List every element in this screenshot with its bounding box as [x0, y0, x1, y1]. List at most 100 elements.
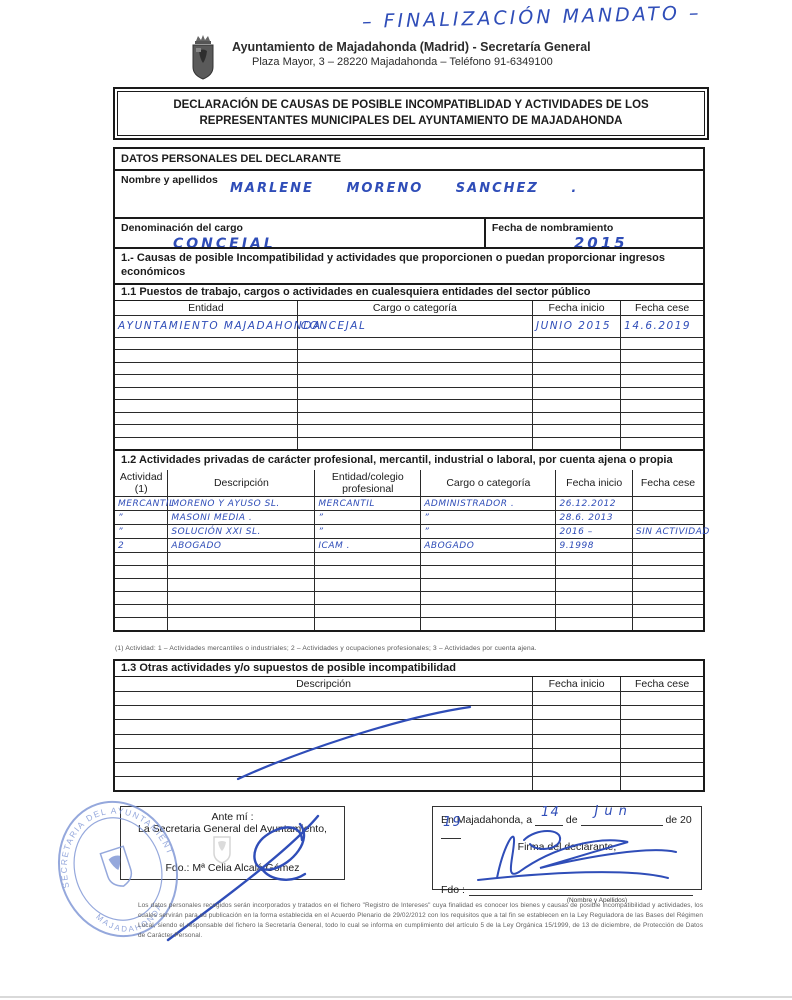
handwritten-cell: 9.1998 — [555, 538, 633, 554]
handwritten-cell — [631, 510, 703, 526]
empty-row — [115, 552, 703, 567]
empty-cell — [555, 565, 633, 580]
day-handwritten: 14 — [541, 805, 560, 820]
form-title: DECLARACIÓN DE CAUSAS DE POSIBLE INCOMPA… — [117, 91, 705, 137]
section-1-3-heading: 1.3 Otras actividades y/o supuestos de p… — [115, 661, 703, 677]
section-1-2-box: 1.2 Actividades privadas de carácter pro… — [113, 449, 709, 633]
empty-cell — [296, 424, 533, 438]
empty-row — [115, 705, 703, 721]
empty-cell — [420, 604, 557, 619]
empty-cell — [296, 336, 533, 351]
empty-cell — [420, 552, 557, 567]
empty-cell — [531, 349, 622, 363]
empty-cell — [531, 386, 622, 401]
empty-cell — [115, 747, 533, 764]
column-header: Entidad — [115, 300, 298, 316]
handwritten-cell: 2016 – — [555, 524, 633, 540]
empty-cell — [420, 578, 557, 593]
empty-row — [115, 424, 703, 438]
handwritten-cell: ” — [115, 510, 169, 526]
de-label-1: de — [565, 814, 578, 826]
empty-cell — [531, 776, 622, 791]
empty-cell — [115, 705, 533, 721]
declarant-signature-box: En Majadahonda, a 14 de Jun de 20 19 Fir… — [432, 804, 702, 904]
table-header-row: Actividad (1) Descripción Entidad/colegio … — [115, 470, 703, 498]
empty-cell — [420, 591, 557, 606]
handwritten-cell: CONCEJAL — [296, 314, 533, 338]
firma-declarante-label: Firma del declarante, — [517, 841, 617, 853]
column-header: Fecha inicio — [555, 470, 633, 498]
empty-cell — [620, 761, 703, 778]
empty-cell — [167, 578, 316, 593]
handwritten-cell: ABOGADO — [420, 538, 557, 554]
empty-cell — [531, 424, 622, 438]
year-handwritten: 19 — [443, 815, 462, 830]
empty-row — [115, 591, 703, 606]
empty-cell — [115, 604, 169, 619]
empty-cell — [620, 436, 703, 450]
empty-cell — [631, 552, 703, 567]
empty-cell — [620, 747, 703, 764]
name-label: Nombre y apellidos — [121, 174, 218, 186]
cargo-label: Denominación del cargo — [121, 222, 243, 234]
column-header: Cargo o categoría — [296, 300, 533, 316]
empty-cell — [115, 399, 298, 413]
empty-cell — [115, 336, 298, 351]
empty-row — [115, 691, 703, 707]
table-row: ” MASONI MEDIA .”” 28.6. 2013 — [115, 510, 703, 526]
empty-cell — [531, 361, 622, 376]
empty-row — [115, 761, 703, 778]
handwritten-cell: MASONI MEDIA . — [167, 510, 316, 526]
handwritten-cell: JUNIO 2015 — [531, 314, 622, 338]
table-row: MERCANTIL MORENO Y AYUSO SL. MERCANTIL ADMI… — [115, 496, 703, 512]
empty-row — [115, 719, 703, 735]
column-header: Fecha inicio — [531, 677, 622, 693]
handwritten-top-annotation: – FINALIZACIÓN MANDATO – — [361, 2, 702, 33]
column-header: Entidad/colegio profesional — [314, 470, 422, 498]
nombre-apellidos-caption: (Nombre y Apellidos) — [566, 897, 628, 904]
empty-cell — [531, 733, 622, 749]
public-positions-table: Entidad Cargo o categoría Fecha inicio Fech… — [115, 300, 703, 450]
empty-cell — [296, 399, 533, 413]
table-row: ” SOLUCIÓN XXI SL.”” 2016 – SIN ACTIVIDAD — [115, 524, 709, 540]
empty-cell — [620, 424, 703, 438]
handwritten-cell: ABOGADO — [167, 538, 316, 554]
empty-cell — [631, 565, 703, 580]
column-header: Fecha inicio — [531, 300, 622, 316]
stamp-text-top: SECRETARIA DEL AYUNTAMIENTO — [32, 776, 176, 893]
handwritten-cell: ” — [115, 524, 169, 540]
private-activities-table: Actividad (1) Descripción Entidad/colegio … — [115, 470, 709, 631]
empty-row — [115, 617, 703, 631]
column-header: Actividad (1) — [115, 470, 169, 498]
column-header: Descripción — [167, 470, 316, 498]
name-field-row: Nombre y apellidos MARLENE MORENO SANCHE… — [115, 171, 703, 219]
handwritten-cell: ” — [314, 510, 422, 526]
empty-cell — [531, 374, 622, 388]
empty-row — [115, 565, 703, 580]
handwritten-cell: ADMINISTRADOR . — [420, 496, 557, 512]
legal-notice: Los datos personales recogidos serán inc… — [138, 902, 703, 939]
fdo-label: Fdo : — [441, 884, 465, 896]
empty-cell — [115, 565, 169, 580]
empty-cell — [620, 733, 703, 749]
empty-cell — [167, 552, 316, 567]
day-blank: 14 — [535, 805, 563, 826]
empty-cell — [296, 349, 533, 363]
header-address: Plaza Mayor, 3 – 28220 Majadahonda – Tel… — [252, 56, 553, 68]
empty-cell — [115, 719, 533, 735]
place-label: En Majadahonda, a — [441, 814, 533, 826]
table-header-row: Entidad Cargo o categoría Fecha inicio Fech… — [115, 300, 703, 316]
empty-cell — [115, 386, 298, 401]
empty-cell — [296, 374, 533, 388]
empty-cell — [531, 399, 622, 413]
column-header: Cargo o categoría — [420, 470, 557, 498]
handwritten-cell: ICAM . — [314, 538, 422, 554]
header-org-name: Ayuntamiento de Majadahonda (Madrid) - S… — [232, 40, 591, 54]
column-header: Fecha cese — [620, 677, 703, 693]
empty-row — [115, 411, 703, 426]
empty-row — [115, 776, 703, 791]
empty-cell — [115, 776, 533, 791]
handwritten-cell: ” — [420, 524, 557, 540]
scan-artifact-line — [0, 996, 792, 998]
empty-cell — [167, 591, 316, 606]
